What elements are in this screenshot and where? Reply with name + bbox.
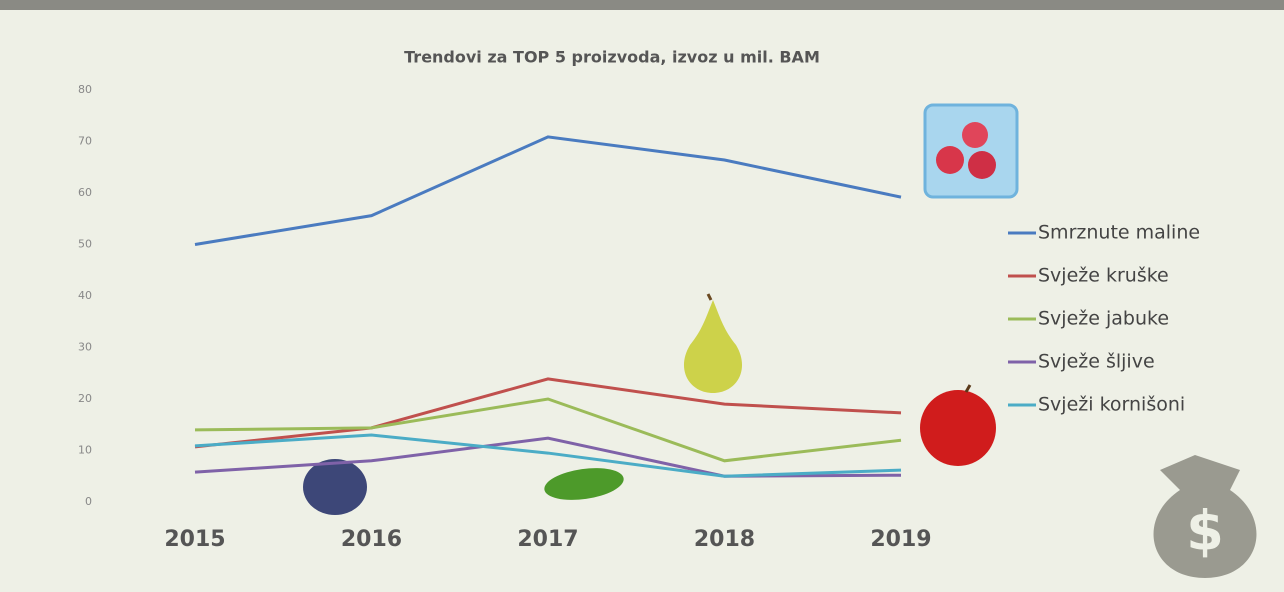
- series-line: [194, 436, 902, 478]
- x-tick-label: 2018: [694, 527, 755, 552]
- top-bar: [0, 0, 1284, 10]
- legend-label: Svježi kornišoni: [1038, 394, 1185, 416]
- x-tick-label: 2016: [341, 527, 402, 552]
- series-line: [194, 433, 902, 478]
- series-line: [194, 135, 902, 246]
- y-tick-label: 50: [78, 238, 92, 251]
- x-tick-label: 2017: [517, 527, 578, 552]
- legend-label: Svježe šljive: [1038, 351, 1155, 373]
- x-tick-label: 2019: [870, 527, 931, 552]
- y-tick-label: 70: [78, 135, 92, 148]
- svg-text:$: $: [1186, 500, 1224, 563]
- y-tick-label: 20: [78, 392, 92, 405]
- y-tick-label: 80: [78, 83, 92, 96]
- legend-label: Smrznute maline: [1038, 222, 1200, 244]
- decorations: $: [303, 103, 1257, 578]
- x-tick-label: 2015: [164, 527, 225, 552]
- y-tick-label: 40: [78, 289, 92, 302]
- series-line: [194, 377, 902, 449]
- legend-label: Svježe jabuke: [1038, 308, 1169, 330]
- y-tick-label: 0: [85, 495, 92, 508]
- y-tick-label: 10: [78, 444, 92, 457]
- series-line: [194, 397, 902, 463]
- y-tick-label: 60: [78, 186, 92, 199]
- legend-label: Svježe kruške: [1038, 265, 1169, 287]
- y-tick-label: 30: [78, 341, 92, 354]
- chart-title: Trendovi za TOP 5 proizvoda, izvoz u mil…: [404, 48, 820, 67]
